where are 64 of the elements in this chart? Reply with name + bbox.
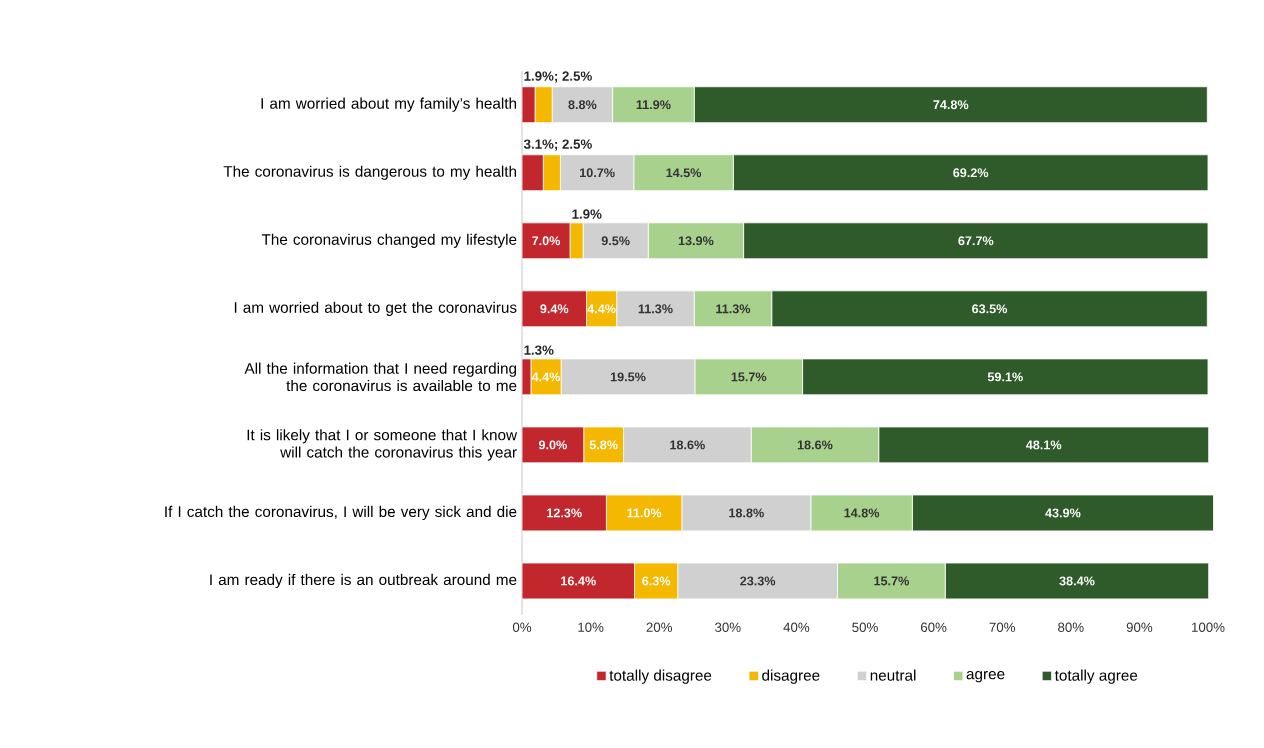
data-label: 10.7% xyxy=(580,168,615,178)
y-tick-label: All the information that I need regarding the coronavirus is available to me xyxy=(244,362,517,392)
x-tick-label: 100% xyxy=(1192,622,1225,632)
x-tick-label: 30% xyxy=(715,622,741,632)
data-label: 11.9% xyxy=(636,100,671,110)
data-label: 48.1% xyxy=(1026,440,1062,450)
legend-label: disagree xyxy=(762,669,820,684)
annotation: 1.9%; 2.5% xyxy=(524,71,592,83)
data-label: 9.5% xyxy=(601,236,630,246)
bar xyxy=(522,562,635,600)
data-label: 8.8% xyxy=(568,100,597,110)
data-label: 63.5% xyxy=(972,304,1008,314)
data-label: 23.3% xyxy=(740,576,776,586)
x-tick-label: 20% xyxy=(646,622,673,632)
data-label: 14.5% xyxy=(666,168,702,178)
data-label: 9.0% xyxy=(538,440,567,450)
x-tick-label: 10% xyxy=(578,622,604,632)
data-label: 67.7% xyxy=(958,236,994,246)
x-tick-label: 90% xyxy=(1126,622,1153,632)
data-label: 11.0% xyxy=(627,508,662,518)
data-label: 74.8% xyxy=(933,100,969,110)
data-label: 4.4% xyxy=(587,304,616,314)
data-label: 38.4% xyxy=(1059,576,1095,586)
annotation: 1.9% xyxy=(572,209,602,219)
y-tick-label: The coronavirus changed my lifestyle xyxy=(261,233,517,248)
legend-label: totally disagree xyxy=(609,669,712,684)
data-label: 4.4% xyxy=(531,372,561,382)
data-label: 6.3% xyxy=(642,576,671,586)
data-label: 19.5% xyxy=(610,372,646,382)
data-label: 59.1% xyxy=(987,372,1023,382)
y-tick-label: The coronavirus is dangerous to my health xyxy=(223,165,517,180)
y-tick-label: If I catch the coronavirus, I will be very sick and die xyxy=(165,505,517,521)
data-label: 18.8% xyxy=(729,508,764,518)
data-label: 69.2% xyxy=(953,168,989,178)
x-tick-label: 60% xyxy=(920,622,947,632)
legend-label: neutral xyxy=(870,669,916,681)
data-label: 7.0% xyxy=(532,236,561,246)
data-label: 9.4% xyxy=(540,304,569,314)
data-label: 16.4% xyxy=(561,576,596,586)
data-label: 43.9% xyxy=(1045,508,1081,518)
data-label: 5.8% xyxy=(589,440,618,450)
data-label: 13.9% xyxy=(678,236,714,246)
x-tick-label: 80% xyxy=(1058,622,1084,632)
y-tick-label: I am ready if there is an outbreak around me xyxy=(210,573,517,589)
data-label: 11.3% xyxy=(638,304,673,314)
data-label: 15.7% xyxy=(874,576,909,586)
data-label: 14.8% xyxy=(844,508,880,518)
data-label: 11.3% xyxy=(716,304,751,314)
x-tick-label: 40% xyxy=(783,622,810,632)
y-tick-label: I am worried about my family’s health xyxy=(261,97,517,112)
legend-label: agree xyxy=(966,670,1005,683)
annotation: 1.3% xyxy=(524,345,554,355)
data-label: 18.6% xyxy=(670,440,705,450)
x-tick-label: 50% xyxy=(852,622,878,632)
y-tick-label: It is likely that I or someone that I know will catch the coronavirus this year xyxy=(247,429,518,461)
data-label: 18.6% xyxy=(797,440,833,450)
data-label: 12.3% xyxy=(547,508,582,518)
x-tick-label: 0% xyxy=(512,622,532,632)
bar xyxy=(522,154,544,192)
x-tick-label: 70% xyxy=(989,622,1016,632)
y-tick-label: I am worried about to get the coronavirus xyxy=(234,301,517,316)
annotation: 3.1%; 2.5% xyxy=(523,139,592,151)
legend-label: totally agree xyxy=(1054,669,1138,684)
data-label: 15.7% xyxy=(731,372,767,382)
